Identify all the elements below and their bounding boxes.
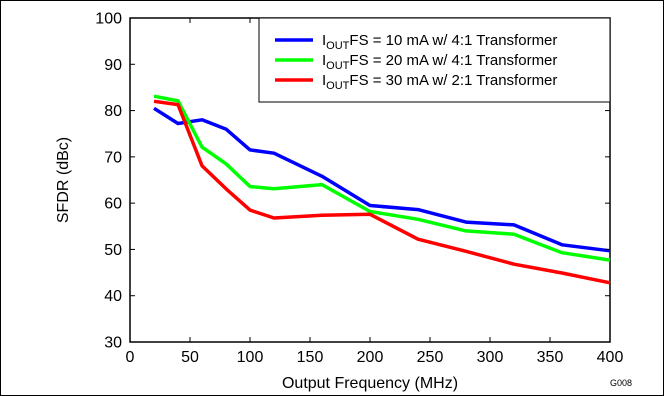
series-layer xyxy=(153,94,611,285)
x-tick-label: 100 xyxy=(237,349,264,366)
x-axis-title: Output Frequency (MHz) xyxy=(282,375,458,392)
y-tick-label: 30 xyxy=(104,335,122,352)
x-tick-label: 350 xyxy=(537,349,564,366)
legend: IOUTFS = 10 mA w/ 4:1 TransformerIOUTFS … xyxy=(258,17,611,103)
y-tick-label: 50 xyxy=(104,242,122,259)
x-tick-label: 200 xyxy=(357,349,384,366)
y-tick-label: 90 xyxy=(104,57,122,74)
y-axis-title: SFDR (dBc) xyxy=(55,137,72,223)
x-tick-label: 250 xyxy=(417,349,444,366)
x-tick-label: 50 xyxy=(181,349,199,366)
figure-id: G008 xyxy=(610,378,632,388)
legend-box xyxy=(258,17,611,103)
x-tick-label: 300 xyxy=(477,349,504,366)
y-tick-label: 70 xyxy=(104,149,122,166)
y-tick-label: 40 xyxy=(104,288,122,305)
x-tick-label: 0 xyxy=(126,349,135,366)
y-tick-label: 60 xyxy=(104,196,122,213)
x-tick-label: 400 xyxy=(597,349,624,366)
series-line-1 xyxy=(153,106,611,253)
legend-label: IOUTFS = 10 mA w/ 4:1 Transformer xyxy=(322,32,557,52)
series-line-2 xyxy=(153,94,611,262)
legend-label: IOUTFS = 30 mA w/ 2:1 Transformer xyxy=(322,72,557,92)
series-line-3 xyxy=(153,99,611,285)
y-tick-label: 100 xyxy=(95,11,122,28)
y-tick-label: 80 xyxy=(104,103,122,120)
legend-label: IOUTFS = 20 mA w/ 4:1 Transformer xyxy=(322,52,557,72)
x-tick-label: 150 xyxy=(297,349,324,366)
